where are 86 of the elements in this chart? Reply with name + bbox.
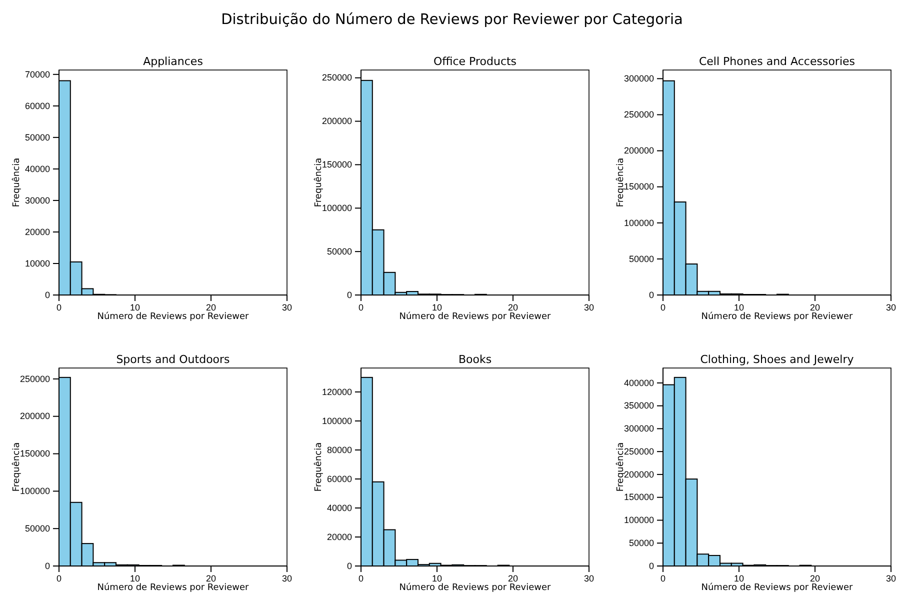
- y-tick-label: 350000: [624, 400, 654, 411]
- y-tick-label: 100000: [624, 515, 654, 526]
- y-tick-label: 30000: [24, 195, 50, 206]
- x-tick-label: 20: [206, 302, 216, 312]
- y-tick-label: 250000: [322, 72, 352, 83]
- y-tick-label: 150000: [322, 160, 352, 170]
- y-tick-label: 0: [44, 560, 50, 571]
- y-tick-label: 40000: [24, 164, 50, 174]
- x-tick-label: 10: [432, 573, 442, 584]
- y-tick-label: 100000: [322, 416, 352, 426]
- y-tick-label: 50000: [326, 246, 352, 256]
- chart-title: Clothing, Shoes and Jewelry: [700, 353, 854, 366]
- x-tick-label: 10: [734, 302, 744, 312]
- y-tick-label: 0: [44, 290, 50, 300]
- x-tick-label: 0: [660, 302, 666, 312]
- x-tick-label: 30: [282, 302, 292, 312]
- y-tick-label: 50000: [628, 254, 654, 264]
- chart-title: Appliances: [143, 55, 204, 68]
- y-axis-title: Frequência: [615, 442, 626, 492]
- x-tick-label: 0: [660, 573, 666, 584]
- x-tick-label: 10: [432, 302, 442, 312]
- x-axis-title: Número de Reviews por Reviewer: [399, 582, 552, 593]
- y-tick-label: 200000: [20, 411, 50, 422]
- x-tick-label: 0: [358, 573, 364, 584]
- chart-title: Books: [458, 353, 492, 366]
- y-tick-label: 250000: [624, 110, 654, 120]
- x-tick-label: 30: [584, 302, 594, 312]
- y-axis-title: Frequência: [11, 442, 22, 492]
- chart-title: Cell Phones and Accessories: [698, 55, 856, 68]
- x-tick-label: 0: [358, 302, 364, 312]
- y-tick-label: 0: [346, 560, 352, 571]
- y-tick-label: 300000: [624, 74, 654, 84]
- chart-title: Office Products: [433, 55, 517, 68]
- y-tick-label: 120000: [322, 386, 352, 397]
- chart-title: Sports and Outdoors: [116, 353, 230, 366]
- y-tick-label: 150000: [20, 448, 50, 459]
- y-tick-label: 0: [648, 560, 654, 571]
- x-tick-label: 20: [508, 302, 518, 312]
- y-axis-title: Frequência: [313, 158, 324, 208]
- y-tick-label: 70000: [24, 69, 50, 80]
- y-tick-label: 50000: [24, 132, 50, 142]
- x-tick-label: 10: [130, 302, 140, 312]
- y-tick-label: 80000: [326, 444, 352, 455]
- y-tick-label: 250000: [624, 446, 654, 456]
- x-tick-label: 10: [130, 573, 140, 584]
- x-tick-label: 30: [282, 573, 292, 584]
- y-tick-label: 40000: [326, 502, 352, 513]
- y-tick-label: 10000: [24, 258, 50, 268]
- x-tick-label: 10: [734, 573, 744, 584]
- y-tick-label: 60000: [326, 474, 352, 484]
- y-tick-label: 300000: [624, 424, 654, 434]
- x-tick-label: 20: [206, 573, 216, 584]
- x-tick-label: 30: [886, 573, 896, 584]
- x-axis-title: Número de Reviews por Reviewer: [97, 311, 250, 322]
- y-tick-label: 200000: [624, 469, 654, 480]
- y-tick-label: 20000: [326, 532, 352, 542]
- x-axis-title: Número de Reviews por Reviewer: [399, 311, 552, 322]
- y-tick-label: 0: [346, 290, 352, 300]
- x-tick-label: 20: [810, 573, 820, 584]
- y-axis-title: Frequência: [615, 158, 626, 208]
- x-axis-title: Número de Reviews por Reviewer: [701, 311, 854, 322]
- y-tick-label: 20000: [24, 226, 50, 237]
- x-tick-label: 30: [886, 302, 896, 312]
- y-tick-label: 50000: [24, 523, 50, 534]
- y-tick-label: 100000: [20, 486, 50, 496]
- y-tick-label: 100000: [322, 203, 352, 214]
- y-tick-label: 200000: [624, 146, 654, 156]
- x-tick-label: 20: [508, 573, 518, 584]
- y-tick-label: 100000: [624, 218, 654, 228]
- y-tick-label: 50000: [628, 538, 654, 548]
- y-axis-title: Frequência: [11, 158, 22, 208]
- y-tick-label: 0: [648, 290, 654, 300]
- y-tick-label: 60000: [24, 100, 50, 111]
- y-tick-label: 400000: [624, 378, 654, 388]
- x-tick-label: 0: [56, 573, 62, 584]
- x-axis-title: Número de Reviews por Reviewer: [97, 582, 250, 593]
- y-axis-title: Frequência: [313, 442, 324, 492]
- y-tick-label: 150000: [624, 182, 654, 192]
- text: Distribuição do Número de Reviews por Reviewer por Categoria: [221, 12, 683, 28]
- x-tick-label: 20: [810, 302, 820, 312]
- y-tick-label: 150000: [624, 492, 654, 502]
- x-axis-title: Número de Reviews por Reviewer: [701, 582, 854, 593]
- x-tick-label: 0: [56, 302, 62, 312]
- x-tick-label: 30: [584, 573, 594, 584]
- y-tick-label: 250000: [20, 374, 50, 384]
- y-tick-label: 200000: [322, 116, 352, 126]
